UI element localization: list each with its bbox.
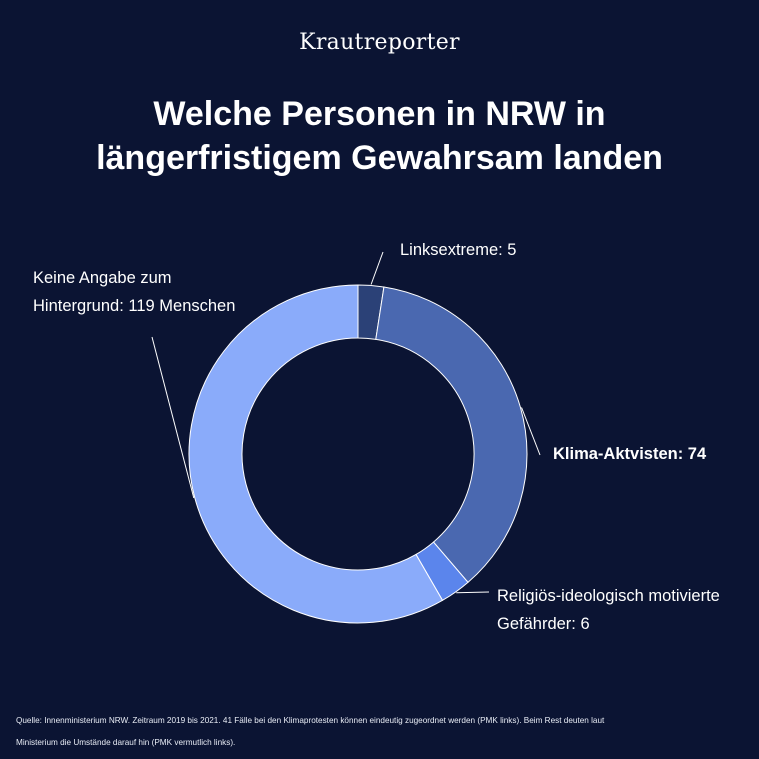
slice-label-religioes-gefaehrder-line-1: Religiös-ideologisch motivierte [497, 587, 720, 605]
chart-title-line-1: Welche Personen in NRW in [153, 95, 606, 133]
slice-label-religioes-gefaehrder: Religiös-ideologisch motivierte Gefährde… [497, 582, 720, 638]
donut-slices [188, 284, 528, 624]
slice-label-keine-angabe-line-2: Hintergrund: 119 Menschen [33, 297, 236, 315]
source-note-line-1: Quelle: Innenministerium NRW. Zeitraum 2… [16, 716, 605, 725]
slice-label-keine-angabe-line-1: Keine Angabe zum [33, 269, 172, 287]
source-note-line-2: Ministerium die Umstände darauf hin (PMK… [16, 738, 236, 747]
chart-title-line-2: längerfristigem Gewahrsam landen [96, 139, 663, 177]
slice-label-klima-aktivisten-line-1: Klima-Aktvisten: 74 [553, 445, 707, 463]
slice-label-linksextreme-line-1: Linksextreme: 5 [400, 241, 517, 259]
slice-religioes-gefaehrder-leader-line [456, 591, 490, 594]
source-note: Quelle: Innenministerium NRW. Zeitraum 2… [16, 710, 716, 754]
chart-title: Welche Personen in NRW in längerfristige… [40, 92, 719, 180]
slice-label-linksextreme: Linksextreme: 5 [400, 236, 516, 264]
slice-klima-aktivisten-leader-line [521, 407, 541, 456]
slice-keine-angabe-leader-line [151, 336, 195, 499]
slice-klima-aktivisten [375, 286, 528, 584]
slice-linksextreme-leader-line [370, 251, 384, 285]
slice-keine-angabe [188, 284, 444, 624]
slice-label-klima-aktivisten: Klima-Aktvisten: 74 [553, 440, 706, 468]
slice-label-keine-angabe: Keine Angabe zum Hintergrund: 119 Mensch… [33, 264, 235, 320]
label-leader-lines [151, 251, 541, 594]
slice-label-religioes-gefaehrder-line-2: Gefährder: 6 [497, 615, 590, 633]
brand-logo: Krautreporter [299, 30, 460, 55]
